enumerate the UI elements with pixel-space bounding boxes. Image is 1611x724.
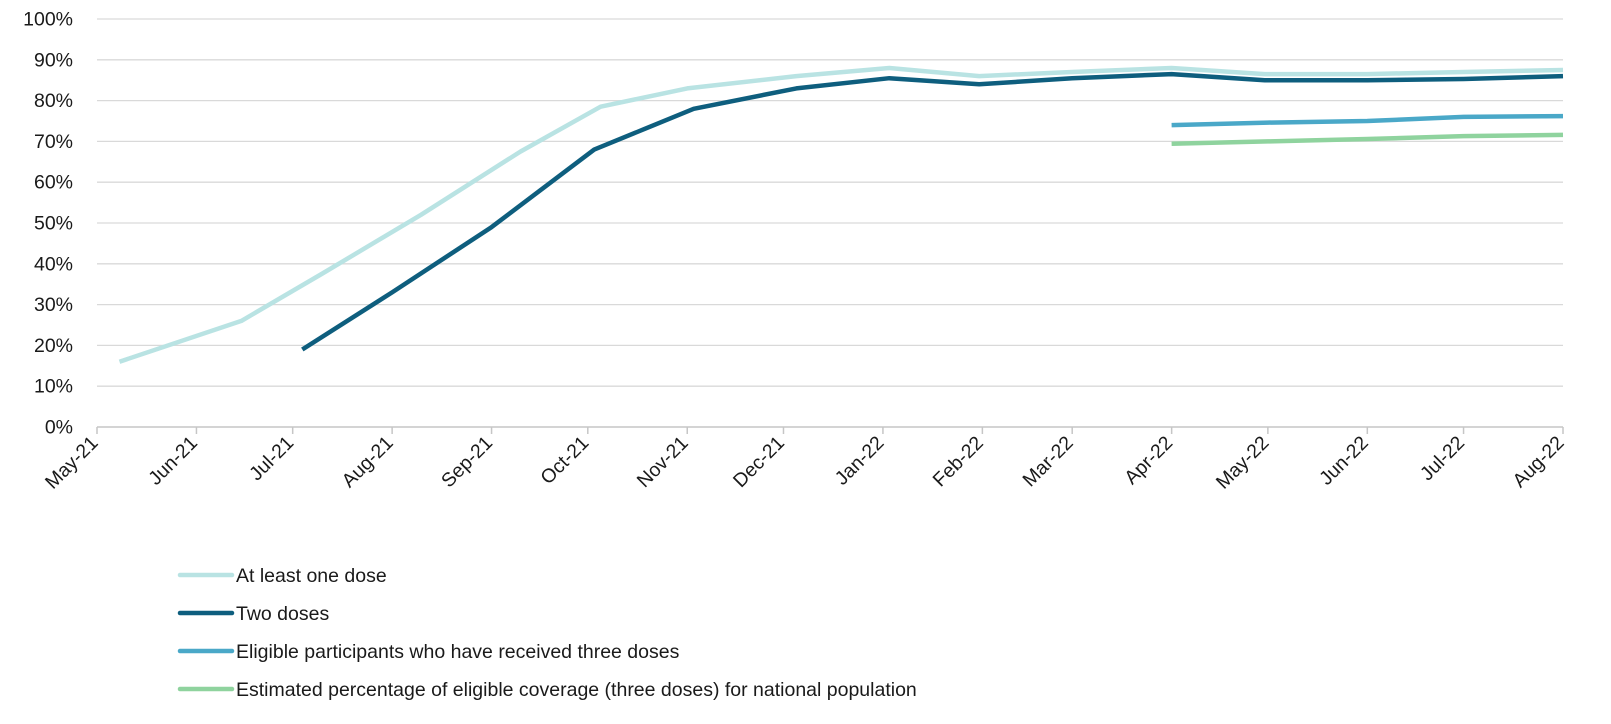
legend: At least one dose Two doses Eligible parti… — [177, 565, 917, 701]
x-tick-label: May-22 — [1212, 432, 1274, 494]
y-tick-label: 0% — [45, 417, 73, 439]
legend-label: At least one dose — [236, 565, 387, 587]
y-tick-label: 50% — [34, 213, 73, 235]
series-line-3 — [1171, 113, 1564, 128]
x-tick-label: Nov-21 — [633, 432, 693, 492]
y-tick-label: 60% — [34, 172, 73, 194]
x-tick-label: Jun-22 — [1315, 432, 1373, 490]
series-line-2 — [301, 71, 1564, 352]
y-tick-label: 20% — [34, 335, 73, 357]
y-tick-label: 100% — [23, 9, 73, 31]
y-tick-label: 80% — [34, 90, 73, 112]
y-tick-label: 40% — [34, 253, 73, 275]
x-tick-label: Apr-22 — [1120, 432, 1177, 489]
y-tick-label: 10% — [34, 376, 73, 398]
x-tick-label: Aug-21 — [338, 432, 398, 492]
x-tick-label: Dec-21 — [729, 432, 789, 492]
x-tick-label: Mar-22 — [1018, 432, 1077, 491]
x-tick-label: Jan-22 — [831, 432, 889, 490]
series-line-4 — [1171, 132, 1564, 147]
x-tick-label: Feb-22 — [929, 432, 988, 491]
legend-label: Eligible participants who have received … — [236, 641, 680, 663]
x-axis: May-21 Jun-21 Jul-21 Aug-21 Sep-21 Oct-21 Nov-… — [41, 426, 1569, 494]
legend-label: Two doses — [236, 603, 329, 625]
legend-label: Estimated percentage of eligible coverag… — [236, 679, 917, 701]
x-tick-label: Sep-21 — [437, 432, 497, 492]
y-tick-label: 70% — [34, 131, 73, 153]
series-lines — [118, 65, 1564, 364]
y-tick-label: 90% — [34, 49, 73, 71]
x-tick-label: Jul-21 — [245, 432, 298, 485]
x-tick-label: Oct-21 — [536, 432, 593, 489]
x-tick-label: May-21 — [41, 432, 103, 494]
y-tick-label: 30% — [34, 294, 73, 316]
x-tick-label: Aug-22 — [1509, 432, 1569, 492]
y-axis: 0% 10% 20% 30% 40% 50% 60% 70% 80% 90% 100% — [23, 9, 73, 439]
series-line-1 — [118, 65, 1564, 364]
x-tick-label: Jun-21 — [144, 432, 202, 490]
x-tick-label: Jul-22 — [1416, 432, 1469, 485]
